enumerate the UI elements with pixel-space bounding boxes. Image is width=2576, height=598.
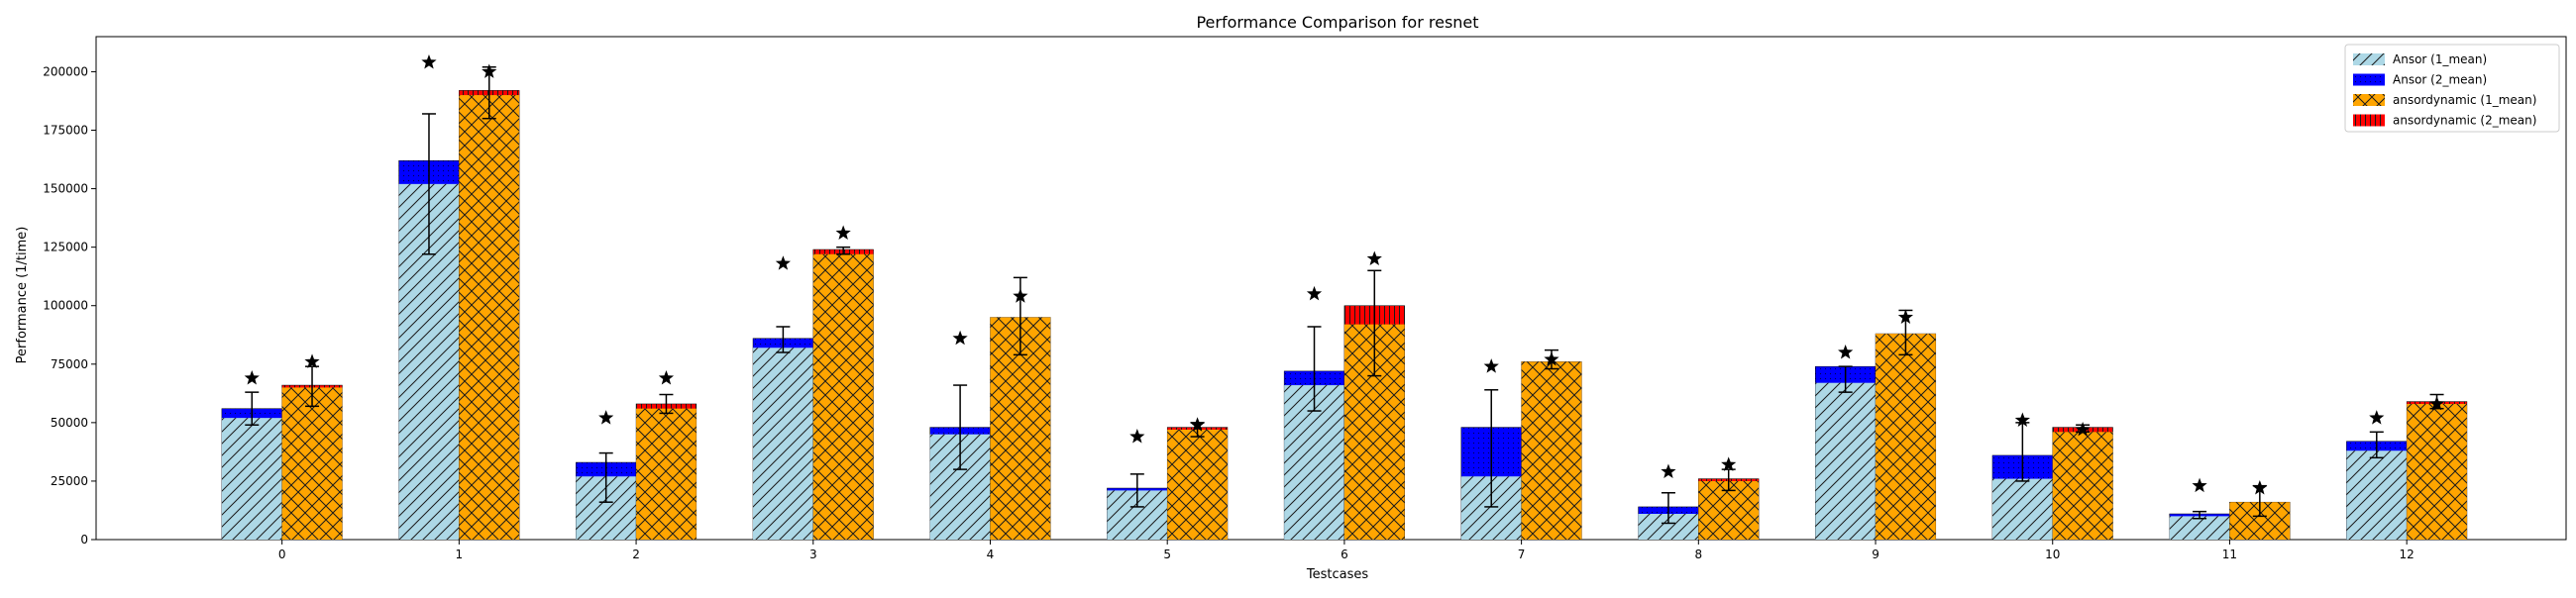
- ansor-star-marker: [2192, 477, 2207, 493]
- chart-title: Performance Comparison for resnet: [1196, 13, 1478, 32]
- legend-swatch-hatch: [2353, 94, 2385, 106]
- legend-swatch-hatch: [2353, 73, 2385, 86]
- ansordynamic-star-marker: [2252, 480, 2268, 495]
- ansor-bar-1mean-hatch: [221, 418, 282, 540]
- legend-label: ansordynamic (1_mean): [2393, 93, 2536, 107]
- ansor-star-marker: [1306, 285, 1323, 301]
- ansordynamic-bar-1mean-hatch: [2407, 403, 2467, 540]
- ansor-bar-1mean-hatch: [753, 348, 813, 540]
- y-axis-label: Performance (1/time): [15, 227, 30, 364]
- ansor-star-marker: [1838, 344, 1854, 359]
- legend-label: Ansor (1_mean): [2393, 52, 2487, 66]
- ansordynamic-star-marker: [482, 63, 497, 78]
- y-tick-label: 200000: [43, 64, 88, 78]
- ansor-star-marker: [775, 255, 791, 270]
- ansordynamic-bar-1mean-hatch: [2052, 432, 2113, 540]
- ansordynamic-star-marker: [835, 225, 851, 240]
- ansordynamic-star-marker: [1544, 351, 1559, 366]
- ansor-bar-1mean-hatch: [1991, 478, 2053, 540]
- ansordynamic-bar-1mean-hatch: [459, 95, 520, 541]
- ansor-star-marker: [2014, 412, 2030, 427]
- x-tick-label: 1: [456, 548, 464, 561]
- ansor-star-marker: [598, 410, 614, 425]
- legend-label: Ansor (2_mean): [2393, 73, 2487, 87]
- y-tick-label: 75000: [51, 357, 88, 371]
- y-tick-label: 0: [80, 533, 88, 547]
- y-tick-label: 50000: [51, 416, 88, 430]
- x-axis-label: Testcases: [1306, 567, 1368, 582]
- ansordynamic-star-marker: [304, 353, 320, 368]
- ansor-bar-1mean-hatch: [1815, 382, 1877, 540]
- legend-swatch-hatch: [2353, 53, 2385, 65]
- x-tick-label: 4: [987, 548, 995, 561]
- y-tick-label: 100000: [43, 299, 88, 313]
- x-tick-label: 9: [1872, 548, 1879, 561]
- ansordynamic-bar-1mean-hatch: [1521, 361, 1582, 540]
- ansordynamic-bar-1mean-hatch: [636, 408, 697, 540]
- legend-label: ansordynamic (2_mean): [2393, 114, 2536, 128]
- ansordynamic-star-marker: [2075, 421, 2091, 437]
- plot-area: 0 25000 50000 75000 100000 125000 150000 175000…: [43, 36, 2567, 561]
- ansordynamic-star-marker: [658, 369, 675, 385]
- ansordynamic-star-marker: [1366, 250, 1382, 265]
- y-tick-label: 125000: [43, 241, 88, 254]
- ansordynamic-star-marker: [1189, 417, 1206, 432]
- ansordynamic-star-marker: [1897, 309, 1914, 325]
- ansor-star-marker: [2369, 410, 2385, 425]
- ansor-star-marker: [952, 330, 968, 346]
- legend: Ansor (1_mean) Ansor (2_mean) ansordynamic…: [2344, 44, 2560, 133]
- ansor-bar-1mean-hatch: [2346, 450, 2408, 540]
- x-tick-label: 12: [2400, 548, 2415, 561]
- ansor-star-marker: [244, 369, 260, 385]
- x-tick-label: 6: [1341, 548, 1348, 561]
- y-tick-label: 175000: [43, 124, 88, 138]
- ansor-star-marker: [1661, 463, 1676, 478]
- y-tick-label: 25000: [51, 474, 88, 488]
- x-tick-label: 7: [1518, 548, 1526, 561]
- x-tick-label: 2: [632, 548, 640, 561]
- ansor-bar-1mean-hatch: [2169, 516, 2230, 540]
- ansordynamic-bar-1mean-hatch: [1167, 429, 1228, 540]
- ansordynamic-bar-1mean-hatch: [1876, 334, 1936, 540]
- ansor-star-marker: [1129, 429, 1145, 444]
- ansor-star-marker: [421, 53, 437, 69]
- ansordynamic-star-marker: [2428, 395, 2445, 411]
- y-tick-label: 150000: [43, 182, 88, 196]
- x-tick-label: 5: [1163, 548, 1171, 561]
- ansordynamic-bar-1mean-hatch: [281, 387, 343, 540]
- x-tick-label: 11: [2222, 548, 2237, 561]
- ansor-star-marker: [1483, 358, 1499, 373]
- x-tick-label: 3: [809, 548, 817, 561]
- ansordynamic-star-marker: [1721, 456, 1737, 471]
- ansordynamic-star-marker: [1013, 288, 1028, 303]
- legend-swatch-hatch: [2353, 114, 2385, 127]
- x-tick-label: 10: [2045, 548, 2060, 561]
- legend-box: [2344, 44, 2560, 133]
- x-tick-label: 8: [1695, 548, 1703, 561]
- ansordynamic-bar-1mean-hatch: [812, 253, 874, 540]
- x-tick-label: 0: [278, 548, 286, 561]
